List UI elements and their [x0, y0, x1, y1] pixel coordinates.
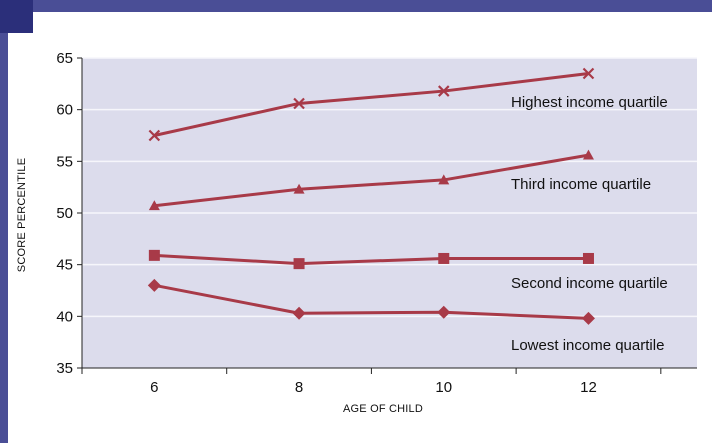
y-tick-label: 40	[56, 308, 73, 325]
top-frame-bar	[0, 0, 712, 12]
data-point-triangle	[293, 183, 305, 194]
x-tick-label: 10	[435, 379, 452, 396]
y-tick-label: 55	[56, 153, 73, 170]
data-point-x-marker	[582, 67, 595, 80]
y-tick-label: 45	[56, 257, 73, 274]
series-line	[154, 72, 589, 137]
series-square	[148, 249, 594, 270]
data-point-triangle	[438, 174, 450, 185]
series-line	[154, 283, 589, 320]
x-tick-label: 8	[295, 379, 303, 396]
series-group	[147, 67, 595, 325]
series-label-second: Second income quartile	[511, 275, 668, 292]
data-point-x-marker	[437, 85, 450, 97]
y-tick-label: 60	[56, 102, 73, 119]
series-label-highest: Highest income quartile	[511, 94, 668, 111]
gridlines	[82, 57, 697, 318]
data-point-diamond	[147, 278, 161, 292]
axes: 35 40 45 50 55 60 65 6 8 10 12	[56, 50, 697, 396]
data-point-triangle	[148, 200, 160, 211]
series-x-mark	[148, 67, 595, 142]
series-line	[154, 153, 589, 208]
x-tick-label: 12	[580, 379, 597, 396]
data-point-triangle	[582, 149, 594, 160]
data-point-diamond	[437, 305, 451, 319]
series-triangle	[148, 149, 594, 211]
corner-square	[0, 0, 33, 33]
y-axis-title: SCORE PERCENTILE	[16, 158, 28, 272]
data-point-square	[293, 258, 305, 270]
y-tick-label: 65	[56, 50, 73, 67]
left-frame-bar	[0, 0, 8, 443]
series-diamond	[147, 278, 595, 325]
data-point-square	[438, 252, 450, 264]
series-line	[154, 253, 589, 266]
data-point-square	[582, 252, 594, 264]
data-point-x-marker	[148, 129, 161, 142]
y-tick-label: 35	[56, 360, 73, 377]
x-axis-title: AGE OF CHILD	[343, 403, 423, 415]
data-point-diamond	[581, 311, 595, 325]
x-tick-label: 6	[150, 379, 158, 396]
series-label-lowest: Lowest income quartile	[511, 337, 664, 354]
data-point-diamond	[292, 306, 306, 320]
series-labels: Highest income quartile Third income qua…	[511, 94, 668, 354]
data-point-x-marker	[293, 97, 305, 110]
data-point-square	[148, 249, 160, 261]
series-label-third: Third income quartile	[511, 176, 651, 193]
y-tick-label: 50	[56, 205, 73, 222]
